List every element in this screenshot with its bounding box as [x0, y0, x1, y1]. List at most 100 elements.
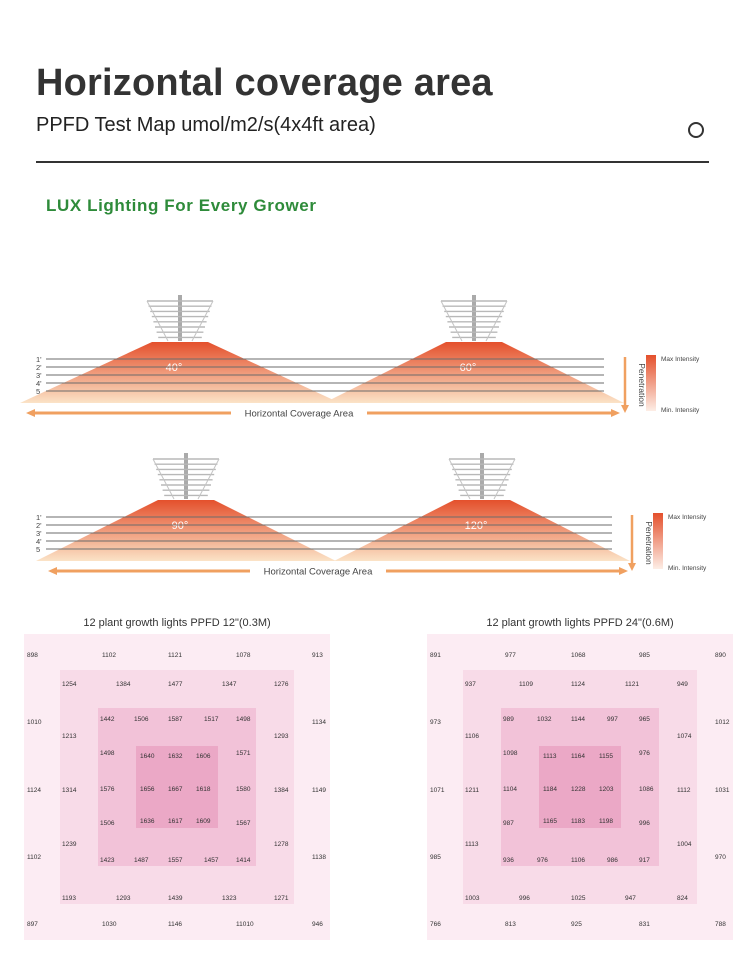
- ppfd-map-12in: 898 1102 1121 1078 913 897 1030 1146 11010 946 101…: [24, 634, 330, 940]
- ppfd-value-ring3: 976: [639, 750, 650, 757]
- ppfd-value-core: 1164: [571, 753, 585, 760]
- ppfd-value-ring2: 1109: [519, 681, 533, 688]
- circle-icon: [688, 122, 704, 138]
- ppfd-value-outer: 831: [639, 921, 650, 928]
- ppfd-value-ring2: 1293: [274, 733, 289, 740]
- ppfd-value-ring2: 1323: [222, 895, 237, 902]
- ppfd-value-outer: 813: [505, 921, 516, 928]
- intensity-legend-bar: [653, 513, 663, 569]
- ppfd-value-outer: 766: [430, 921, 441, 928]
- max-intensity-label: Max Intensity: [661, 356, 700, 363]
- grow-light-icon: [440, 295, 508, 342]
- ppfd-value-ring2: 1211: [465, 787, 479, 794]
- ppfd-value-ring2: 1113: [465, 841, 479, 848]
- ppfd-value-ring3: 987: [503, 820, 514, 827]
- ppfd-value-ring3: 1423: [100, 857, 115, 864]
- penetration-arrow: [628, 515, 636, 571]
- ppfd-value-ring3: 996: [639, 820, 650, 827]
- ppfd-value-ring2: 1193: [62, 895, 76, 902]
- beam-angle-label: 90°: [172, 520, 189, 532]
- depth-label: 2': [36, 363, 42, 372]
- ppfd-value-ring3: 1580: [236, 786, 251, 793]
- ppfd-value-core: 1113: [543, 753, 557, 760]
- page-subtitle: PPFD Test Map umol/m2/s(4x4ft area): [36, 114, 376, 136]
- ppfd-value-core: 1609: [196, 818, 211, 825]
- ppfd-value-core: 1667: [168, 786, 183, 793]
- ppfd-value-outer: 1068: [571, 652, 586, 659]
- ppfd-value-core: 1656: [140, 786, 155, 793]
- depth-label: 2': [36, 521, 42, 530]
- beam-angle-label: 120°: [465, 520, 488, 532]
- ppfd-value-ring2: 1112: [677, 787, 691, 794]
- ppfd-value-outer: 788: [715, 921, 726, 928]
- ppfd-value-ring2: 1314: [62, 787, 77, 794]
- ppfd-value-core: 1203: [599, 786, 614, 793]
- depth-label: 1': [36, 513, 42, 522]
- ppfd-value-ring2: 1384: [274, 787, 289, 794]
- ppfd-value-ring2: 1003: [465, 895, 480, 902]
- ppfd-value-ring2: 1239: [62, 841, 77, 848]
- ppfd-value-outer: 985: [639, 652, 650, 659]
- ppfd-value-outer: 1071: [430, 787, 445, 794]
- grow-light-icon: [448, 453, 516, 500]
- ppfd-value-outer: 897: [27, 921, 38, 928]
- ppfd-value-ring3: 997: [607, 716, 618, 723]
- ppfd-value-ring2: 824: [677, 895, 688, 902]
- beam-angle-label: 40°: [166, 362, 183, 374]
- depth-label: 4': [36, 379, 42, 388]
- ppfd-map-24in: 891 977 1068 985 890 766 813 925 831 788 973 1071 98…: [427, 634, 733, 940]
- ppfd-value-ring3: 1098: [503, 750, 518, 757]
- grow-light-icon: [152, 453, 220, 500]
- ppfd-value-outer: 1138: [312, 854, 326, 861]
- coverage-arrow: [48, 567, 628, 575]
- ppfd-value-outer: 11010: [236, 921, 254, 928]
- ppfd-value-ring2: 1276: [274, 681, 289, 688]
- ppfd-value-ring2: 1004: [677, 841, 692, 848]
- ppfd-value-outer: 973: [430, 719, 441, 726]
- ppfd-value-core: 1606: [196, 753, 211, 760]
- ppfd-value-outer: 970: [715, 854, 726, 861]
- min-intensity-label: Min. Intensity: [668, 565, 707, 572]
- ppfd-value-ring2: 947: [625, 895, 636, 902]
- ppfd-value-outer: 1030: [102, 921, 117, 928]
- ppfd-value-core: 1155: [599, 753, 613, 760]
- coverage-arrow: [26, 409, 620, 417]
- coverage-area-label: Horizontal Coverage Area: [264, 567, 373, 578]
- page-title: Horizontal coverage area: [36, 62, 493, 104]
- ppfd-value-core: 1184: [543, 786, 557, 793]
- light-cone: [334, 500, 630, 561]
- ppfd-value-outer: 1149: [312, 787, 326, 794]
- ppfd-value-ring3: 1487: [134, 857, 149, 864]
- penetration-label: Penetration: [644, 521, 654, 565]
- ppfd-value-ring3: 1442: [100, 716, 115, 723]
- ppfd-value-ring3: 1576: [100, 786, 115, 793]
- ppfd-value-outer: 890: [715, 652, 726, 659]
- ppfd-value-ring2: 1121: [625, 681, 639, 688]
- ppfd-value-outer: 1031: [715, 787, 730, 794]
- ppfd-value-ring3: 1106: [571, 857, 585, 864]
- ppfd-value-outer: 1146: [168, 921, 182, 928]
- ppfd-value-outer: 946: [312, 921, 323, 928]
- ppfd-value-outer: 891: [430, 652, 441, 659]
- ppfd-value-core: 1198: [599, 818, 613, 825]
- ppfd-value-core: 1617: [168, 818, 183, 825]
- ppfd-value-ring2: 1025: [571, 895, 586, 902]
- ppfd-value-ring2: 1293: [116, 895, 131, 902]
- ppfd-value-ring2: 1347: [222, 681, 237, 688]
- ppfd-value-core: 1165: [543, 818, 557, 825]
- ppfd-value-ring3: 986: [607, 857, 618, 864]
- ppfd-value-ring3: 1498: [100, 750, 115, 757]
- depth-label: 5: [36, 387, 40, 396]
- ppfd-value-core: 1640: [140, 753, 155, 760]
- ppfd-value-outer: 1102: [102, 652, 116, 659]
- ppfd-value-ring2: 1254: [62, 681, 77, 688]
- ppfd-value-ring3: 976: [537, 857, 548, 864]
- ppfd-value-outer: 1102: [27, 854, 41, 861]
- ppfd-value-ring3: 989: [503, 716, 514, 723]
- ppfd-value-core: 1636: [140, 818, 155, 825]
- ppfd-value-ring3: 1144: [571, 716, 585, 723]
- ppfd-value-ring2: 1213: [62, 733, 77, 740]
- ppfd-value-ring2: 1384: [116, 681, 131, 688]
- coverage-diagram: 90° 120° 1'2'3'4'5 Horizontal Coverage Area…: [36, 453, 707, 578]
- ppfd-value-outer: 1012: [715, 719, 730, 726]
